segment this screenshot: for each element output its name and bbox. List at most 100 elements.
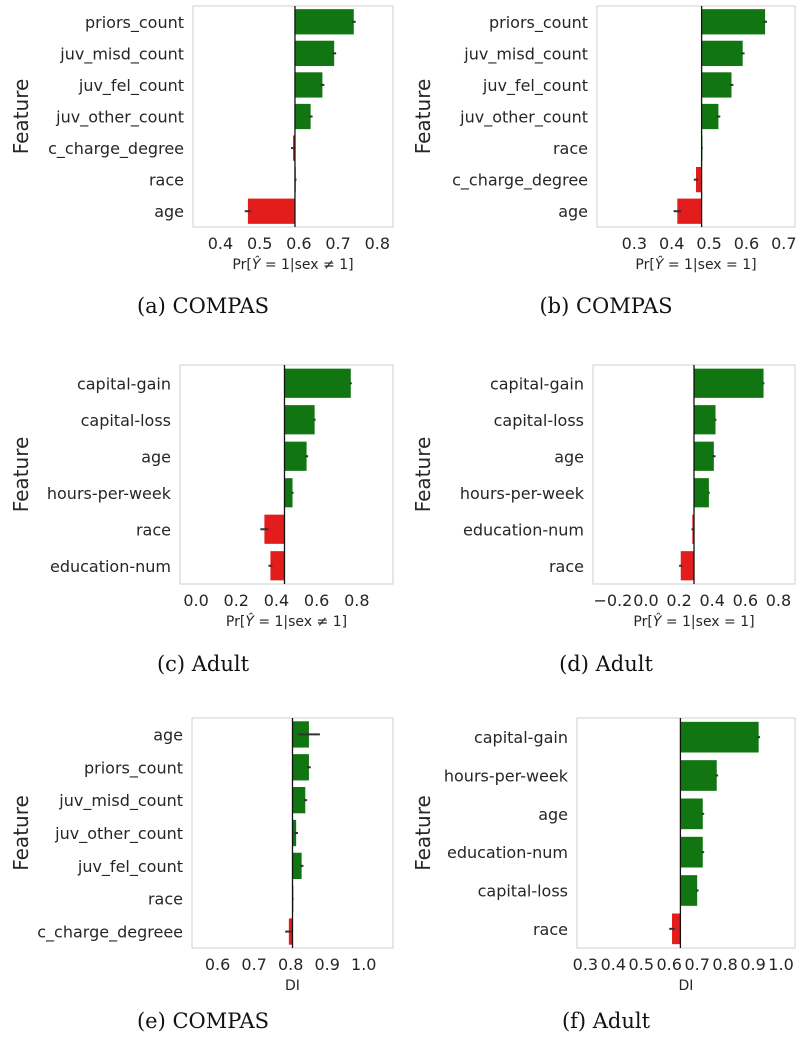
- category-label: education-num: [447, 843, 568, 862]
- category-label: juv_fel_count: [77, 857, 183, 877]
- bar: [696, 167, 702, 193]
- x-tick-label: 0.6: [205, 955, 230, 974]
- panel-caption: (c) Adult: [157, 652, 250, 676]
- panel-caption: (f) Adult: [562, 1009, 651, 1033]
- plot-frame: [179, 364, 394, 585]
- category-label: age: [558, 202, 588, 221]
- plot-frame: [576, 717, 796, 949]
- bar: [680, 760, 717, 791]
- bar: [294, 40, 335, 66]
- category-label: capital-loss: [494, 411, 584, 430]
- x-tick-label: 0.7: [771, 234, 796, 253]
- x-axis-label-part: Ŷ: [655, 255, 665, 273]
- x-axis-label-part: = 1|sex = 1]: [661, 614, 754, 630]
- chart-panel-f: capital-gain hours-per-week age education-n…: [411, 717, 796, 1033]
- chart-panel-a: priors_count juv_misd_count juv_fel_countj…: [9, 5, 394, 318]
- category-label: juv_fel_count: [482, 76, 588, 96]
- bar: [680, 875, 698, 906]
- category-label: age: [154, 202, 184, 221]
- x-tick-label: 0.6: [286, 234, 311, 253]
- category-label: c_charge_degreee: [37, 923, 183, 943]
- x-tick-label: 0.2: [224, 591, 249, 610]
- x-axis-label-part: 1]: [328, 614, 347, 630]
- x-tick-label: 0.4: [699, 591, 724, 610]
- x-axis-label: Pr[Ŷ = 1|sex ≠ 1]: [232, 255, 353, 273]
- bar: [292, 787, 306, 814]
- x-tick-label: 0.8: [365, 234, 390, 253]
- bar: [701, 103, 719, 130]
- x-tick-label: 0.6: [657, 955, 682, 974]
- category-label: priors_count: [85, 13, 184, 33]
- bar: [701, 72, 732, 98]
- x-tick-label: 0.4: [601, 955, 626, 974]
- chart-panel-d: capital-gain capital-loss age hours-per-wee…: [411, 364, 796, 676]
- category-label: juv_misd_count: [463, 44, 588, 64]
- x-tick-label: 0.9: [740, 955, 765, 974]
- category-label: c_charge_degree: [48, 139, 184, 159]
- x-tick-label: 0.6: [304, 591, 329, 610]
- x-axis-label: Pr[Ŷ = 1|sex = 1]: [635, 255, 756, 273]
- x-axis-label-part: = 1|sex: [260, 257, 323, 273]
- category-label: race: [149, 171, 184, 190]
- x-axis-label-part: Ŷ: [245, 612, 255, 630]
- category-label: age: [153, 725, 183, 744]
- category-label: capital-loss: [81, 411, 171, 430]
- chart-panel-c: capital-gain capital-loss age hours-per-wee…: [9, 364, 394, 676]
- x-axis-label: DI: [285, 978, 300, 994]
- bar: [680, 798, 703, 830]
- category-label: priors_count: [84, 758, 183, 778]
- bar: [294, 103, 311, 130]
- category-label: juv_other_count: [55, 108, 184, 128]
- chart-panel-e: age priors_count juv_misd_count juv_other_c…: [9, 717, 394, 1033]
- x-tick-label: 0.3: [573, 955, 598, 974]
- x-axis-label-part: Ŷ: [252, 255, 262, 273]
- bar: [694, 405, 716, 435]
- category-label: hours-per-week: [47, 484, 172, 503]
- x-tick-label: 0.8: [344, 591, 369, 610]
- x-tick-label: 0.7: [241, 955, 266, 974]
- x-tick-label: 1.0: [351, 955, 376, 974]
- x-tick-label: 0.2: [666, 591, 691, 610]
- x-axis-label-part: Ŷ: [653, 612, 663, 630]
- x-axis-label: Pr[Ŷ = 1|sex = 1]: [633, 612, 754, 630]
- panel-caption: (d) Adult: [559, 652, 653, 676]
- x-tick-label: 0.5: [696, 234, 721, 253]
- category-label: race: [553, 139, 588, 158]
- x-tick-label: 0.4: [208, 234, 233, 253]
- category-label: hours-per-week: [444, 767, 569, 786]
- x-axis-label-part: 1]: [335, 257, 354, 273]
- category-label: capital-gain: [490, 374, 584, 393]
- x-tick-label: 0.7: [325, 234, 350, 253]
- x-tick-label: −0.2: [593, 591, 632, 610]
- category-label: juv_fel_count: [78, 76, 184, 96]
- bar: [284, 405, 315, 435]
- bar: [292, 852, 302, 879]
- bar: [247, 198, 295, 224]
- x-axis-label-part: ≠: [323, 257, 335, 273]
- category-label: education-num: [50, 557, 171, 576]
- bar: [294, 9, 354, 35]
- x-tick-label: 1.0: [768, 955, 793, 974]
- panel-caption: (b) COMPAS: [539, 294, 672, 318]
- x-axis-label-part: Pr[: [226, 614, 245, 630]
- category-label: race: [533, 920, 568, 939]
- y-axis-title: Feature: [411, 437, 435, 513]
- category-label: priors_count: [489, 13, 588, 33]
- bar: [680, 836, 703, 868]
- x-tick-label: 0.4: [659, 234, 684, 253]
- panel-caption: (a) COMPAS: [137, 294, 269, 318]
- y-axis-title: Feature: [411, 79, 435, 155]
- x-axis-label-part: Pr[: [633, 614, 652, 630]
- bar: [701, 40, 743, 66]
- x-tick-label: 0.8: [278, 955, 303, 974]
- bar: [694, 441, 714, 471]
- x-axis-label-part: = 1|sex = 1]: [663, 257, 756, 273]
- bar: [292, 754, 309, 781]
- plot-frame: [596, 5, 796, 228]
- plot-frame: [192, 5, 394, 228]
- category-label: age: [554, 447, 584, 466]
- x-tick-label: 0.6: [734, 234, 759, 253]
- chart-panel-b: priors_count juv_misd_count juv_fel_countj…: [411, 5, 797, 318]
- category-label: juv_misd_count: [58, 791, 183, 811]
- bar: [284, 478, 293, 508]
